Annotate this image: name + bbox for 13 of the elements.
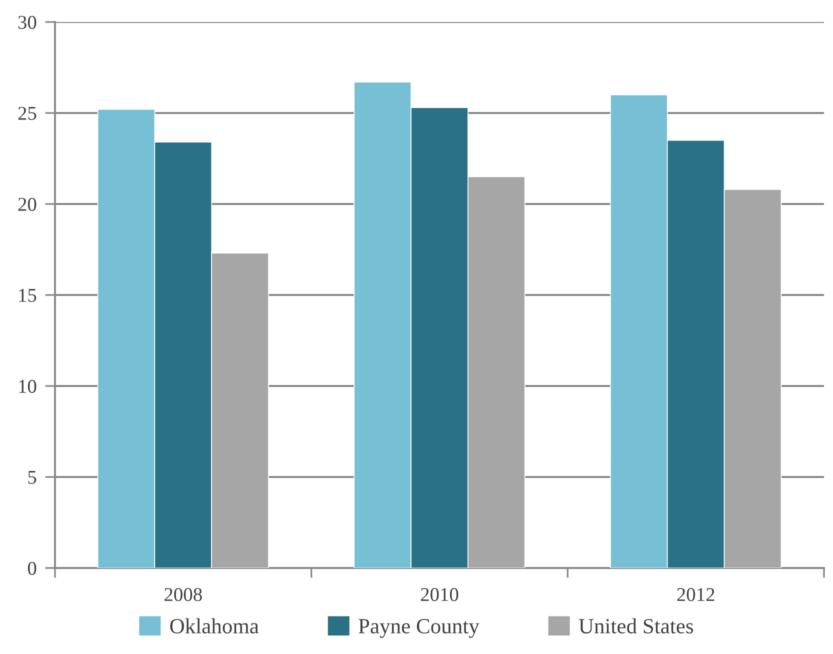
x-tick-label: 2012 bbox=[677, 588, 714, 602]
y-tick-label: 5 bbox=[28, 471, 36, 484]
y-tick-label: 25 bbox=[18, 106, 36, 120]
y-tick-label: 20 bbox=[18, 198, 36, 211]
y-tick-label: 30 bbox=[18, 16, 36, 29]
legend-label: United States bbox=[578, 618, 694, 634]
x-tick-label: 2010 bbox=[420, 588, 458, 602]
legend-label: Oklahoma bbox=[170, 618, 259, 634]
x-tick-label: 2008 bbox=[164, 588, 202, 602]
y-tick-label: 10 bbox=[19, 380, 36, 393]
y-tick-label: 0 bbox=[28, 562, 36, 575]
legend-label: Payne County bbox=[358, 618, 480, 638]
y-tick-label: 15 bbox=[19, 288, 36, 302]
